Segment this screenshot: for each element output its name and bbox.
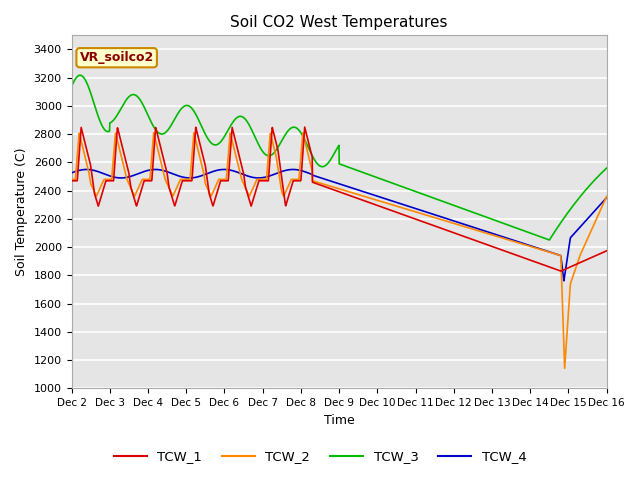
Line: TCW_4: TCW_4 [72,169,607,281]
TCW_2 [68,177,76,182]
TCW_3 [588,180,595,186]
TCW_2 [588,227,595,233]
TCW_4 [490,231,497,237]
TCW_4 [588,211,596,217]
TCW_4 [95,169,103,175]
TCW_2 [588,227,596,232]
TCW_1 [328,186,336,192]
TCW_4 [328,179,336,184]
TCW_4 [68,170,76,176]
Y-axis label: Soil Temperature (C): Soil Temperature (C) [15,147,28,276]
X-axis label: Time: Time [324,414,355,427]
TCW_1 [557,268,564,274]
TCW_2 [561,365,568,371]
TCW_1 [95,202,102,207]
TCW_3 [603,165,611,171]
TCW_3 [588,180,596,186]
TCW_3 [76,72,84,78]
TCW_4 [83,167,90,172]
TCW_2 [490,232,497,238]
TCW_4 [588,212,595,217]
Title: Soil CO2 West Temperatures: Soil CO2 West Temperatures [230,15,448,30]
Line: TCW_1: TCW_1 [72,127,607,271]
TCW_3 [95,116,103,121]
Line: TCW_2: TCW_2 [72,133,607,368]
TCW_1 [68,178,76,184]
TCW_1 [603,248,611,253]
TCW_2 [603,193,611,199]
TCW_1 [588,254,596,260]
TCW_4 [314,174,322,180]
TCW_3 [545,237,553,243]
TCW_3 [328,155,336,160]
TCW_2 [150,130,157,136]
TCW_1 [314,181,322,187]
TCW_1 [588,255,595,261]
TCW_2 [95,188,102,194]
TCW_3 [68,84,76,90]
TCW_3 [490,217,497,223]
TCW_4 [603,195,611,201]
TCW_3 [314,161,322,167]
TCW_4 [560,278,568,284]
TCW_2 [314,180,322,185]
Legend: TCW_1, TCW_2, TCW_3, TCW_4: TCW_1, TCW_2, TCW_3, TCW_4 [108,445,532,468]
Line: TCW_3: TCW_3 [72,75,607,240]
TCW_2 [328,184,336,190]
Text: VR_soilco2: VR_soilco2 [79,51,154,64]
TCW_1 [301,124,308,130]
TCW_1 [490,244,497,250]
